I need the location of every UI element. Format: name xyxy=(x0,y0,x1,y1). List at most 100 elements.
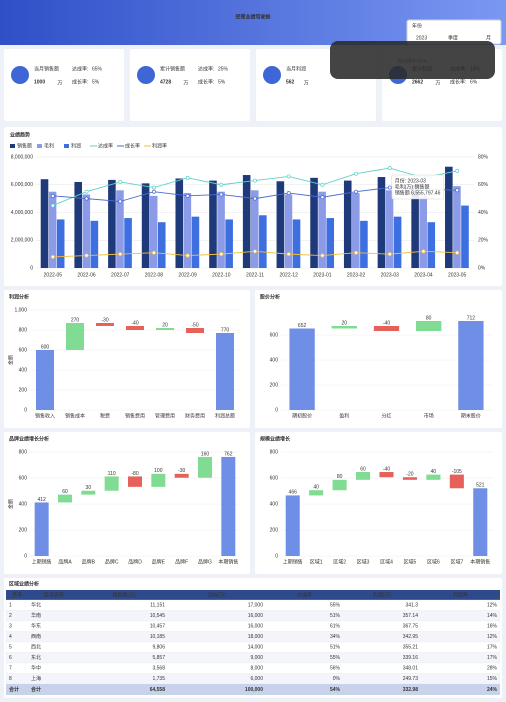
bar xyxy=(289,328,315,410)
y-tick-label: 0 xyxy=(24,553,27,559)
kpi-metric-label: 达成率: xyxy=(72,65,88,72)
x-tick-label: 2022-11 xyxy=(246,272,264,278)
table-cell: 华中 xyxy=(31,665,41,672)
table-cell: 56% xyxy=(330,666,341,672)
table-cell: 华南 xyxy=(31,612,41,619)
bar xyxy=(221,456,236,556)
table-cell: 16,000 xyxy=(248,613,264,619)
filter-period[interactable]: 季度 xyxy=(448,34,458,41)
y-tick-label: 200 xyxy=(19,527,28,533)
data-label: -105 xyxy=(452,469,462,475)
table-cell: 10,545 xyxy=(150,613,166,619)
x-tick-label: 2022-09 xyxy=(178,272,197,278)
y-tick-label: 6,000,000 xyxy=(11,182,33,188)
bar xyxy=(377,177,386,268)
data-label: 712 xyxy=(467,315,476,321)
kpi-icon xyxy=(263,66,281,84)
y-tick-label: 0 xyxy=(30,265,33,271)
bar xyxy=(58,494,72,503)
x-tick-label: 2022-08 xyxy=(145,272,164,278)
bar xyxy=(426,474,441,480)
data-label: 521 xyxy=(476,483,485,489)
legend-swatch xyxy=(64,144,69,148)
line-point xyxy=(118,180,123,184)
table-cell: 17% xyxy=(487,655,498,661)
table-cell: 357.14 xyxy=(403,613,419,619)
data-label: 80 xyxy=(337,474,343,480)
legend-label: 利润 xyxy=(71,142,81,149)
x-tick-label: 品牌D xyxy=(128,558,142,565)
table-cell: 5,857 xyxy=(152,655,165,661)
panel xyxy=(130,49,250,121)
line-point xyxy=(320,253,325,258)
table-cell: 西南 xyxy=(31,633,41,640)
line-point xyxy=(253,249,257,254)
data-label: 40 xyxy=(313,485,319,491)
table-cell: 6 xyxy=(9,655,12,661)
chart-title: 规模业绩增长 xyxy=(260,435,291,442)
bar xyxy=(48,191,57,268)
bar xyxy=(175,178,184,268)
data-label: 40 xyxy=(431,469,437,475)
table-header-cell: 达成率 xyxy=(297,591,312,598)
table-cell: 6,000 xyxy=(250,676,263,682)
line-point xyxy=(354,189,359,194)
filter-value[interactable]: 2023 xyxy=(416,35,427,41)
bar xyxy=(352,193,360,268)
legend-label: 成长率 xyxy=(125,142,140,149)
line-point xyxy=(354,250,359,255)
legend-label: 利润率 xyxy=(152,142,167,149)
bar xyxy=(96,323,114,326)
bar xyxy=(356,472,371,480)
table-cell: 51% xyxy=(330,613,341,619)
bar xyxy=(326,218,335,268)
filter-unit[interactable]: 月 xyxy=(486,35,491,41)
x-tick-label: 本期销售 xyxy=(470,558,490,565)
bar xyxy=(74,181,82,268)
bar xyxy=(191,216,200,268)
table-cell: 341.3 xyxy=(405,603,418,609)
data-label: 100 xyxy=(154,468,163,474)
table-cell: 339.16 xyxy=(403,655,419,661)
table-cell: 西北 xyxy=(31,644,41,651)
x-tick-label: 本期销售 xyxy=(218,558,238,565)
line-point xyxy=(50,203,55,208)
x-tick-label: 2022-06 xyxy=(77,272,96,278)
line-point xyxy=(286,191,291,196)
filter-label: 年份 xyxy=(412,22,422,29)
x-tick-label: 利润总额 xyxy=(215,412,235,419)
bar xyxy=(449,474,464,489)
x-tick-label: 2022-05 xyxy=(44,272,63,278)
y2-tick-label: 20% xyxy=(478,238,489,244)
data-label: -40 xyxy=(131,320,138,326)
data-label: 30 xyxy=(86,485,92,491)
y-tick-label: 600 xyxy=(270,475,279,481)
bar xyxy=(225,219,233,268)
bar xyxy=(453,186,461,268)
chart-title: 股价分析 xyxy=(260,293,280,300)
legend-label: 毛利 xyxy=(44,142,54,149)
table-cell: 17,000 xyxy=(248,603,264,609)
line-point xyxy=(50,193,55,198)
tooltip-line: 月份: 2023-03 xyxy=(395,177,426,184)
table-cell: 华北 xyxy=(31,602,41,609)
x-tick-label: 区域6 xyxy=(427,558,440,565)
panel xyxy=(4,49,124,121)
x-tick-label: 销售收入 xyxy=(35,412,55,419)
table-cell: 12% xyxy=(487,603,498,609)
data-label: -50 xyxy=(191,322,198,328)
line-point xyxy=(118,252,123,257)
line-point xyxy=(151,250,156,255)
table-cell: 367.75 xyxy=(403,624,419,630)
data-label: 80 xyxy=(426,315,432,321)
y-tick-label: 200 xyxy=(19,387,28,393)
bar xyxy=(276,181,285,268)
x-tick-label: 销售成本 xyxy=(65,412,85,419)
x-tick-label: 品牌B xyxy=(82,558,96,565)
x-tick-label: 市场 xyxy=(424,412,434,419)
bar xyxy=(373,326,400,331)
tooltip xyxy=(391,174,444,200)
line-point xyxy=(253,196,257,201)
table-header-cell: 序号 xyxy=(12,591,22,598)
bar xyxy=(198,456,212,478)
